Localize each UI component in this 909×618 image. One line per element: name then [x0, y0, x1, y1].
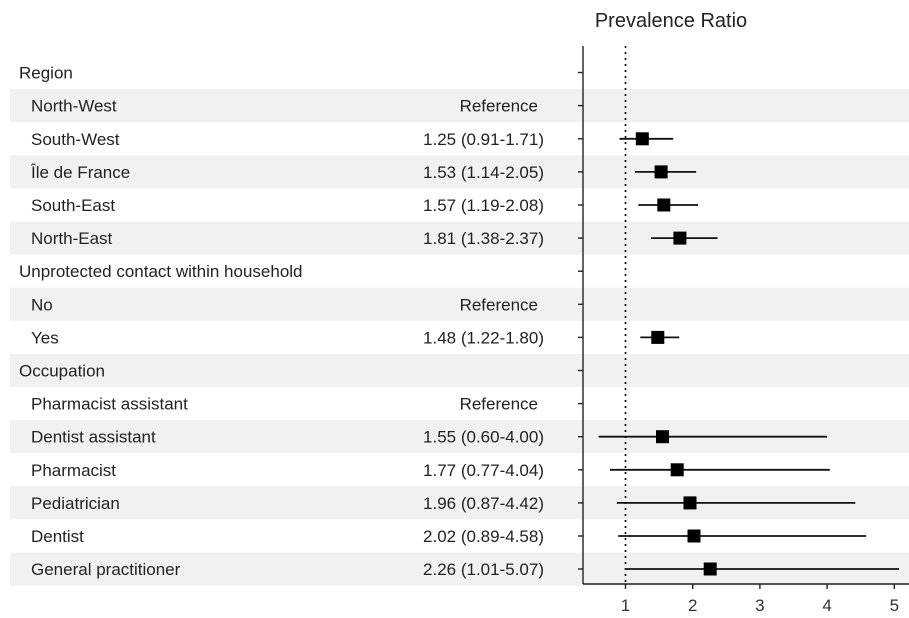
estimate-ci-label: 1.25 (0.91-1.71) [423, 130, 544, 149]
estimate-ci-label: 1.53 (1.14-2.05) [423, 163, 544, 182]
row-band [10, 287, 909, 321]
estimate-ci-label: 1.57 (1.19-2.08) [423, 196, 544, 215]
row-label: North-West [31, 97, 117, 116]
x-tick-label: 4 [822, 596, 831, 615]
point-estimate [651, 330, 665, 344]
row-label: General practitioner [31, 560, 181, 579]
estimate-ci-label: 1.96 (0.87-4.42) [423, 494, 544, 513]
row-label: Pediatrician [31, 494, 120, 513]
row-band [10, 89, 909, 123]
reference-label: Reference [460, 97, 538, 116]
row-band [10, 353, 909, 387]
estimate-ci-label: 1.55 (0.60-4.00) [423, 428, 544, 447]
row-label: South-West [31, 130, 120, 149]
group-header-label: Occupation [19, 362, 105, 381]
row-label: Yes [31, 328, 59, 347]
point-estimate [703, 562, 717, 576]
group-header-label: Unprotected contact within household [19, 262, 303, 281]
estimate-ci-label: 2.02 (0.89-4.58) [423, 527, 544, 546]
point-estimate [635, 132, 649, 146]
row-label: Pharmacist assistant [31, 395, 188, 414]
reference-label: Reference [460, 295, 538, 314]
row-label: North-East [31, 229, 113, 248]
chart-title: Prevalence Ratio [595, 10, 747, 32]
x-tick-label: 5 [890, 596, 899, 615]
row-band [10, 155, 909, 189]
point-estimate [656, 430, 669, 444]
point-estimate [657, 198, 671, 212]
row-label: Dentist assistant [31, 428, 156, 447]
point-estimate [687, 529, 701, 543]
point-estimate [654, 165, 668, 179]
point-estimate [670, 463, 684, 477]
estimate-ci-label: 1.48 (1.22-1.80) [423, 328, 544, 347]
row-labels: Region North-West Reference South-West 1.25 … [19, 64, 544, 580]
point-estimate [683, 496, 697, 510]
estimate-ci-label: 1.81 (1.38-2.37) [423, 229, 544, 248]
row-label: No [31, 295, 53, 314]
row-band [10, 221, 909, 255]
estimate-ci-label: 1.77 (0.77-4.04) [423, 461, 544, 480]
estimate-marks [598, 132, 899, 576]
row-label: Île de France [30, 163, 130, 182]
reference-label: Reference [460, 395, 538, 414]
x-tick-label: 1 [621, 596, 630, 615]
axes: 1 2 3 4 5 [578, 46, 909, 615]
estimate-ci-label: 2.26 (1.01-5.07) [423, 560, 544, 579]
point-estimate [673, 231, 687, 245]
x-tick-label: 3 [755, 596, 764, 615]
x-tick-label: 2 [688, 596, 697, 615]
group-header-label: Region [19, 64, 73, 83]
row-label: South-East [31, 196, 115, 215]
row-label: Pharmacist [31, 461, 116, 480]
row-label: Dentist [31, 527, 84, 546]
